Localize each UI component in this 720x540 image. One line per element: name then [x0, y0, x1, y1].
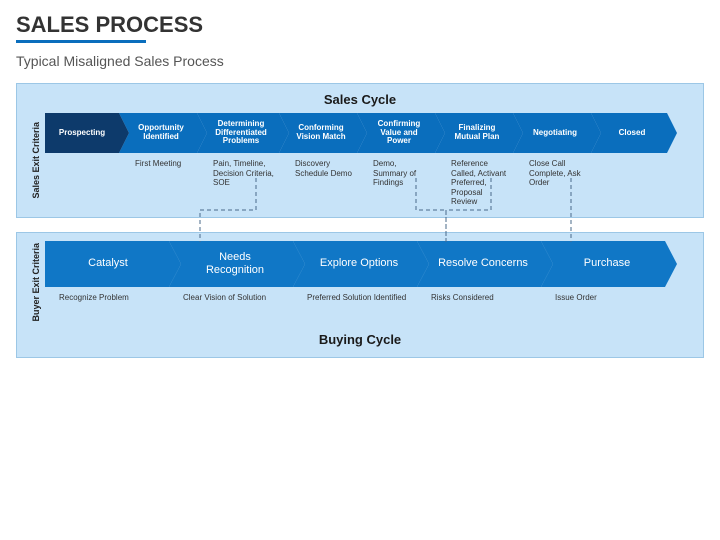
sales-stage-label: Conforming Vision Match [295, 124, 347, 142]
sales-stage-label: Confirming Value and Power [373, 120, 425, 146]
sales-criteria-2: Pain, Timeline, Decision Criteria, SOE [197, 159, 279, 207]
buying-stage-label: Purchase [584, 257, 630, 270]
buying-stage-label: Explore Options [320, 257, 398, 270]
buying-chevrons: Catalyst Needs Recognition Explore Options… [45, 241, 693, 287]
sales-criteria-0 [45, 159, 119, 207]
buying-stage-4: Purchase [541, 241, 665, 287]
buying-criteria-4: Issue Order [541, 293, 665, 303]
sales-stage-0: Prospecting [45, 113, 119, 153]
buying-stage-label: Catalyst [88, 257, 128, 270]
buying-stage-3: Resolve Concerns [417, 241, 541, 287]
sales-side-label: Sales Exit Criteria [31, 120, 41, 201]
sales-stage-label: Finalizing Mutual Plan [451, 124, 503, 142]
sales-stage-label: Closed [619, 129, 646, 138]
sales-criteria-1: First Meeting [119, 159, 197, 207]
page-subtitle: Typical Misaligned Sales Process [16, 53, 704, 69]
sales-side-label-box: Sales Exit Criteria [27, 113, 45, 207]
buying-stage-2: Explore Options [293, 241, 417, 287]
buying-side-label: Buyer Exit Criteria [31, 241, 41, 324]
slide: SALES PROCESS Typical Misaligned Sales P… [0, 0, 720, 540]
buying-stage-0: Catalyst [45, 241, 169, 287]
sales-stage-3: Conforming Vision Match [279, 113, 357, 153]
sales-stage-label: Determining Differentiated Problems [213, 120, 269, 146]
buying-criteria-2: Preferred Solution Identified [293, 293, 417, 303]
buying-stage-1: Needs Recognition [169, 241, 293, 287]
sales-stage-5: Finalizing Mutual Plan [435, 113, 513, 153]
sales-stage-4: Confirming Value and Power [357, 113, 435, 153]
page-title: SALES PROCESS [16, 12, 704, 38]
sales-cycle-panel: Sales Cycle Sales Exit Criteria Prospect… [16, 83, 704, 218]
sales-stage-2: Determining Differentiated Problems [197, 113, 279, 153]
sales-stage-label: Prospecting [59, 129, 105, 138]
sales-criteria-5: Reference Called, Activant Preferred, Pr… [435, 159, 513, 207]
buying-criteria-row: Recognize ProblemClear Vision of Solutio… [45, 293, 693, 303]
sales-cycle-title: Sales Cycle [27, 92, 693, 107]
sales-stage-6: Negotiating [513, 113, 591, 153]
sales-stage-1: Opportunity Identified [119, 113, 197, 153]
buying-stage-label: Resolve Concerns [438, 257, 528, 270]
sales-criteria-4: Demo, Summary of Findings [357, 159, 435, 207]
buying-cycle-panel: Buyer Exit Criteria Catalyst Needs Recogn… [16, 232, 704, 358]
sales-stage-label: Opportunity Identified [135, 124, 187, 142]
buying-side-label-box: Buyer Exit Criteria [27, 241, 45, 324]
buying-criteria-1: Clear Vision of Solution [169, 293, 293, 303]
buying-criteria-3: Risks Considered [417, 293, 541, 303]
buying-stage-label: Needs Recognition [189, 251, 281, 277]
buying-cycle-title: Buying Cycle [27, 332, 693, 347]
sales-criteria-6: Close Call Complete, Ask Order [513, 159, 591, 207]
sales-stage-label: Negotiating [533, 129, 577, 138]
title-underline [16, 40, 146, 43]
sales-chevrons: Prospecting Opportunity Identified Determi… [45, 113, 693, 153]
sales-stage-7: Closed [591, 113, 667, 153]
sales-criteria-row: First MeetingPain, Timeline, Decision Cr… [45, 159, 693, 207]
sales-criteria-3: Discovery Schedule Demo [279, 159, 357, 207]
buying-criteria-0: Recognize Problem [45, 293, 169, 303]
sales-criteria-7 [591, 159, 667, 207]
